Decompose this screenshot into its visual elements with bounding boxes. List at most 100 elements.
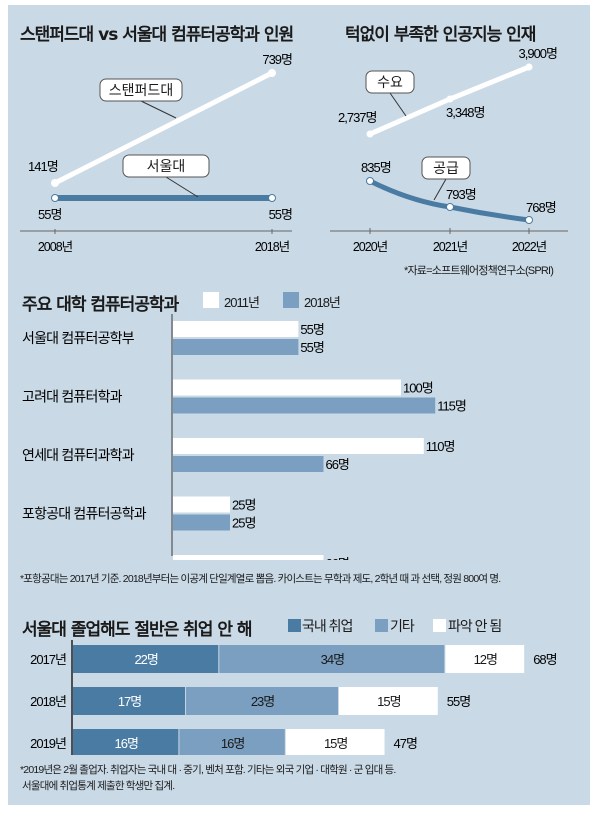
- chart2-label-demand-2021: 3,348명: [446, 105, 485, 120]
- chart3-data-label: 115명: [437, 399, 466, 414]
- chart3-bar-2011: [173, 496, 230, 513]
- legend-swatch-other: [375, 619, 388, 632]
- chart3-bar-2011: [173, 438, 424, 454]
- legend-swatch-2011: [203, 292, 219, 308]
- chart4-segment-domestic: [73, 687, 186, 715]
- chart3-bar-2011: [173, 555, 324, 560]
- chart2-callout-demand-pointer: [389, 92, 407, 117]
- chart2-callout-supply-box: [421, 156, 471, 180]
- chart1-label-snu-2008: 55명: [38, 207, 61, 222]
- chart2-point-supply: [366, 177, 374, 185]
- chart1-point-stanford: [51, 179, 59, 187]
- chart4-category-label: 2019년: [30, 736, 66, 751]
- chart3-category-label: 연세대 컴퓨터과학과: [22, 447, 135, 463]
- chart3-bar-2018: [173, 339, 299, 355]
- chart4-note-line2: 서울대에 취업통계 제출한 학생만 집계.: [22, 780, 175, 792]
- chart4-segment-other: [219, 645, 445, 673]
- legend-label-other: 기타: [390, 618, 415, 634]
- chart3-data-label: 100명: [403, 381, 433, 396]
- chart3-data-label: 55명: [300, 340, 323, 355]
- chart3-category-label: 포항공대 컴퓨터공학과: [22, 506, 147, 522]
- chart1-x-tick-label: 2018년: [255, 240, 290, 254]
- chart4-title: 서울대 졸업해도 절반은 취업 안 해: [22, 620, 253, 640]
- legend-label-domestic: 국내 취업: [302, 618, 353, 634]
- chart4-segment-domestic: [73, 645, 219, 673]
- chart4-segment-label: 23명: [251, 694, 274, 709]
- chart4-segment-unknown: [339, 687, 438, 715]
- chart2-x-tick-label: 2022년: [512, 240, 547, 254]
- chart4-total-label: 68명: [533, 652, 556, 667]
- chart4-note-line1: *2019년은 2월 졸업자. 취업자는 국내 대 · 중기, 벤처 포함. 기…: [20, 764, 396, 776]
- chart1-label-stanford-2018: 739명: [262, 52, 292, 67]
- legend-swatch-2018: [283, 292, 299, 308]
- legend-swatch-unknown: [433, 619, 446, 632]
- chart4-total-label: 55명: [447, 694, 470, 709]
- chart4-segment-label: 15명: [324, 736, 347, 751]
- chart2-x-tick-label: 2021년: [433, 240, 468, 254]
- legend-swatch-domestic: [288, 619, 301, 632]
- chart3-data-label: 55명: [300, 322, 323, 337]
- chart4-segment-unknown: [285, 729, 385, 755]
- chart4-total-label: 47명: [394, 736, 417, 751]
- chart1-point-stanford: [268, 69, 276, 77]
- chart1-callout-stanford-box: [99, 78, 183, 102]
- legend-label-2018: 2018년: [304, 295, 341, 310]
- chart3-bar-2011: [173, 379, 401, 396]
- chart2-callout-demand-box: [365, 70, 415, 94]
- chart4-segment-other: [179, 729, 285, 755]
- chart2-callout-supply-text: 공급: [433, 160, 459, 176]
- chart1-callout-stanford-pointer: [140, 100, 177, 119]
- chart2-callout-demand-text: 수요: [377, 74, 403, 90]
- chart2-svg: 2020년 2021년 2022년 2,737명 3,348명 3,900명 835명 793…: [330, 46, 568, 254]
- chart3-category-label: 서울대 컴퓨터공학부: [22, 330, 135, 346]
- chart2-label-demand-2020: 2,737명: [338, 110, 377, 125]
- chart2-x-tick-label: 2020년: [353, 240, 388, 254]
- chart3-bar-2018: [173, 514, 230, 531]
- chart4-segment-label: 34명: [321, 652, 344, 667]
- chart4-segment-label: 22명: [134, 652, 157, 667]
- legend-label-2011: 2011년: [224, 295, 260, 310]
- chart2-point-demand: [446, 95, 454, 103]
- chart4-svg: 2017년 22명 34명 12명 68명 2018년 17명 23명 15명 55명 2019년 1…: [30, 640, 558, 755]
- chart3-data-label: 25명: [232, 516, 255, 531]
- chart4-segment-label: 17명: [118, 694, 141, 709]
- chart1-label-snu-2018: 55명: [269, 207, 292, 222]
- chart4-segment-label: 16명: [221, 736, 244, 751]
- chart1-title: 스탠퍼드대 vs 서울대 컴퓨터공학과 인원: [20, 25, 294, 45]
- chart2-point-supply: [446, 203, 454, 211]
- chart1-callout-snu-text: 서울대: [147, 158, 186, 174]
- legend-label-unknown: 파악 안 됨: [448, 618, 502, 634]
- chart3-data-label: 66명: [325, 457, 348, 472]
- chart1-point-snu: [268, 194, 276, 202]
- chart3-data-label: 66명: [325, 556, 348, 560]
- chart2-source: *자료=소프트웨어정책연구소(SPRI): [404, 265, 554, 277]
- chart4-segment-label: 16명: [114, 736, 137, 751]
- chart4-category-label: 2018년: [30, 694, 66, 709]
- chart2-label-supply-2021: 793명: [446, 187, 476, 202]
- chart3-category-label: 고려대 컴퓨터학과: [22, 389, 123, 405]
- chart1-callout-snu-pointer: [165, 176, 199, 198]
- chart1-callout-snu-box: [122, 154, 210, 178]
- chart4-category-label: 2017년: [30, 652, 66, 667]
- chart3-title: 주요 대학 컴퓨터공학과: [22, 295, 179, 315]
- chart1-label-stanford-2008: 141명: [28, 159, 58, 174]
- chart1-x-tick-label: 2008년: [38, 240, 73, 254]
- chart4-segment-label: 15명: [377, 694, 400, 709]
- chart4-segment-domestic: [73, 729, 179, 755]
- chart3-bar-2018: [173, 456, 324, 472]
- chart3-data-label: 110명: [426, 439, 455, 454]
- chart1-point-snu: [51, 194, 59, 202]
- chart4-segment-unknown: [445, 645, 525, 673]
- chart3-note: *포항공대는 2017년 기준. 2018년부터는 이공계 단일계열로 뽑음. …: [20, 573, 501, 585]
- chart3-data-label: 25명: [232, 498, 255, 513]
- chart2-point-demand: [525, 63, 533, 71]
- chart3-bar-2011: [173, 321, 299, 337]
- chart4-segment-other: [186, 687, 338, 715]
- chart2-title: 턱없이 부족한 인공지능 인재: [345, 25, 536, 45]
- chart4-segment-label: 12명: [474, 652, 497, 667]
- chart2-label-supply-2020: 835명: [361, 160, 391, 175]
- chart2-label-supply-2022: 768명: [526, 200, 556, 215]
- chart2-point-demand: [366, 130, 374, 138]
